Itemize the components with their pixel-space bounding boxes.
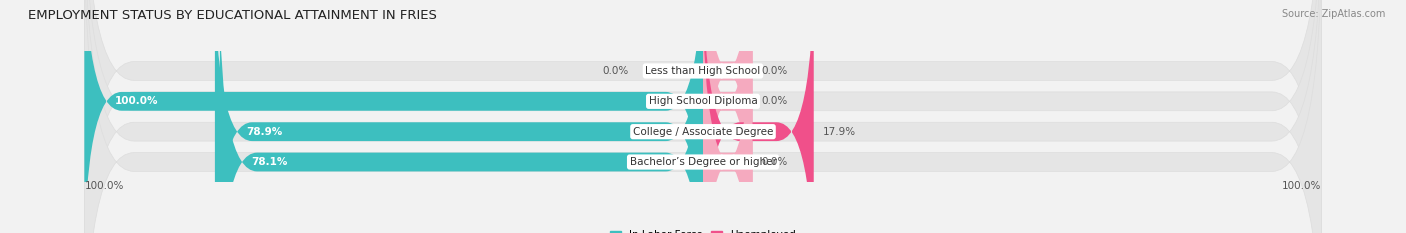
- FancyBboxPatch shape: [84, 0, 703, 233]
- FancyBboxPatch shape: [84, 0, 1322, 233]
- Text: 0.0%: 0.0%: [762, 66, 787, 76]
- FancyBboxPatch shape: [84, 0, 1322, 233]
- FancyBboxPatch shape: [84, 0, 1322, 233]
- Text: Source: ZipAtlas.com: Source: ZipAtlas.com: [1281, 9, 1385, 19]
- FancyBboxPatch shape: [84, 0, 1322, 233]
- FancyBboxPatch shape: [215, 0, 703, 233]
- Text: 78.9%: 78.9%: [246, 127, 283, 137]
- Text: High School Diploma: High School Diploma: [648, 96, 758, 106]
- Text: 100.0%: 100.0%: [115, 96, 159, 106]
- Text: 0.0%: 0.0%: [603, 66, 628, 76]
- Text: 78.1%: 78.1%: [250, 157, 287, 167]
- Text: Less than High School: Less than High School: [645, 66, 761, 76]
- FancyBboxPatch shape: [703, 0, 752, 233]
- FancyBboxPatch shape: [703, 0, 752, 233]
- Text: Bachelor’s Degree or higher: Bachelor’s Degree or higher: [630, 157, 776, 167]
- Text: 0.0%: 0.0%: [762, 157, 787, 167]
- Text: EMPLOYMENT STATUS BY EDUCATIONAL ATTAINMENT IN FRIES: EMPLOYMENT STATUS BY EDUCATIONAL ATTAINM…: [28, 9, 437, 22]
- Text: College / Associate Degree: College / Associate Degree: [633, 127, 773, 137]
- FancyBboxPatch shape: [703, 0, 752, 233]
- Legend: In Labor Force, Unemployed: In Labor Force, Unemployed: [606, 226, 800, 233]
- Text: 17.9%: 17.9%: [823, 127, 856, 137]
- FancyBboxPatch shape: [219, 0, 703, 233]
- FancyBboxPatch shape: [703, 0, 814, 233]
- Text: 0.0%: 0.0%: [762, 96, 787, 106]
- Text: 100.0%: 100.0%: [84, 181, 124, 191]
- Text: 100.0%: 100.0%: [1282, 181, 1322, 191]
